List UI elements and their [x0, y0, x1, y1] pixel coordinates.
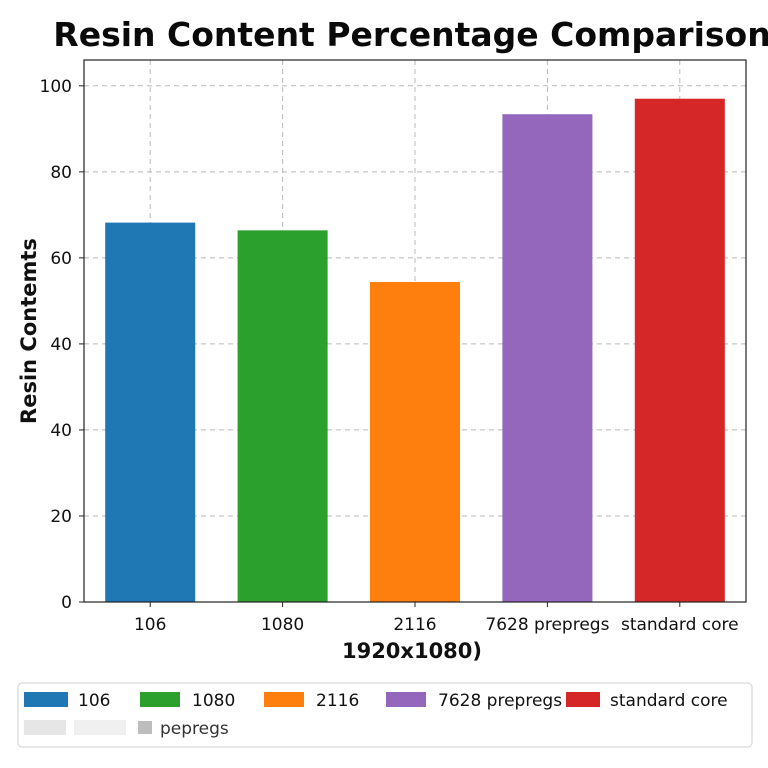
legend: 106 1080 2116 7628 prepregs standard core pep… [17, 682, 753, 748]
x-tick-label-3: 7628 prepregs [485, 615, 609, 635]
bar-0 [105, 222, 196, 602]
legend-swatch-0 [24, 692, 68, 707]
x-tick-label-1: 1080 [261, 615, 304, 635]
plot-area: 0 20 40 40 60 80 100 106 1080 2116 7628 prepregs st… [40, 59, 747, 635]
y-tick-label-0: 0 [61, 593, 72, 613]
x-tick-label-2: 2116 [393, 615, 436, 635]
y-axis-label: Resin Contemts [17, 238, 41, 424]
legend-label-0: 106 [78, 691, 110, 711]
y-tick-label-3: 40 [50, 335, 72, 355]
y-tick-label-5: 80 [50, 163, 72, 183]
legend-label-1: 1080 [192, 691, 235, 711]
bar-2 [369, 281, 461, 602]
bar-4 [634, 98, 725, 602]
bar-1 [237, 230, 328, 603]
bar-3 [502, 114, 593, 602]
legend-swatch-4 [566, 692, 600, 707]
legend-label-4: standard core [610, 691, 728, 711]
legend-faded-swatch-2 [138, 721, 152, 734]
y-tick-label-1: 20 [50, 507, 72, 527]
legend-swatch-2 [264, 692, 304, 707]
legend-swatch-1 [140, 692, 180, 707]
y-tick-label-4: 60 [50, 249, 72, 269]
x-tick-label-4: standard core [621, 615, 739, 635]
legend-label-3: 7628 prepregs [438, 691, 562, 711]
legend-faded-swatch-1 [74, 720, 126, 735]
legend-label-2: 2116 [316, 691, 359, 711]
chart-title: Resin Content Percentage Comparison [53, 15, 768, 54]
legend-swatch-3 [386, 692, 426, 707]
y-tick-label-2: 40 [50, 421, 72, 441]
x-axis-label: 1920x1080) [342, 639, 482, 663]
x-tick-label-0: 106 [134, 615, 166, 635]
legend-faded-swatch-0 [24, 720, 66, 735]
legend-faded-label: pepregs [160, 719, 229, 739]
y-tick-label-6: 100 [40, 77, 72, 97]
